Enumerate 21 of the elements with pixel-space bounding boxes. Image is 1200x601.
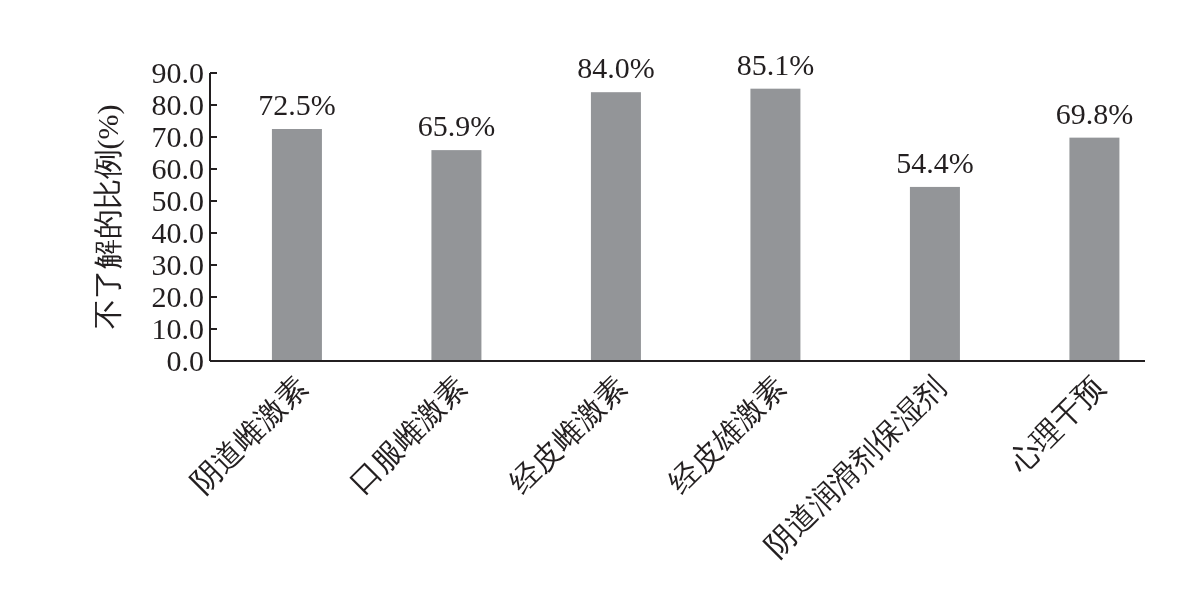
y-tick-label: 70.0 bbox=[151, 120, 204, 153]
y-tick-label: 0.0 bbox=[166, 344, 204, 377]
data-label: 69.8% bbox=[1055, 96, 1134, 130]
y-axis-title: 不了解的比例(%) bbox=[91, 104, 125, 330]
y-tick-label: 30.0 bbox=[151, 248, 204, 281]
y-tick-label: 90.0 bbox=[151, 56, 204, 89]
x-tick-label: 经皮雌激素 bbox=[502, 369, 633, 500]
y-tick-label: 20.0 bbox=[151, 280, 204, 313]
x-tick-label: 口服雌激素 bbox=[343, 369, 473, 500]
y-tick-label: 50.0 bbox=[151, 184, 204, 217]
data-label: 65.9% bbox=[417, 109, 496, 143]
y-tick-label: 80.0 bbox=[151, 88, 204, 121]
x-tick-label: 心理干预 bbox=[1001, 369, 1111, 479]
data-label: 54.4% bbox=[896, 145, 974, 179]
y-tick-label: 60.0 bbox=[151, 152, 204, 185]
data-label: 72.5% bbox=[258, 88, 336, 121]
data-label: 85.1% bbox=[736, 47, 815, 81]
y-tick-label: 40.0 bbox=[151, 216, 204, 249]
y-tick-label: 10.0 bbox=[151, 312, 204, 345]
data-label: 84.0% bbox=[577, 51, 655, 85]
x-tick-label: 经皮雄激素 bbox=[662, 369, 792, 500]
